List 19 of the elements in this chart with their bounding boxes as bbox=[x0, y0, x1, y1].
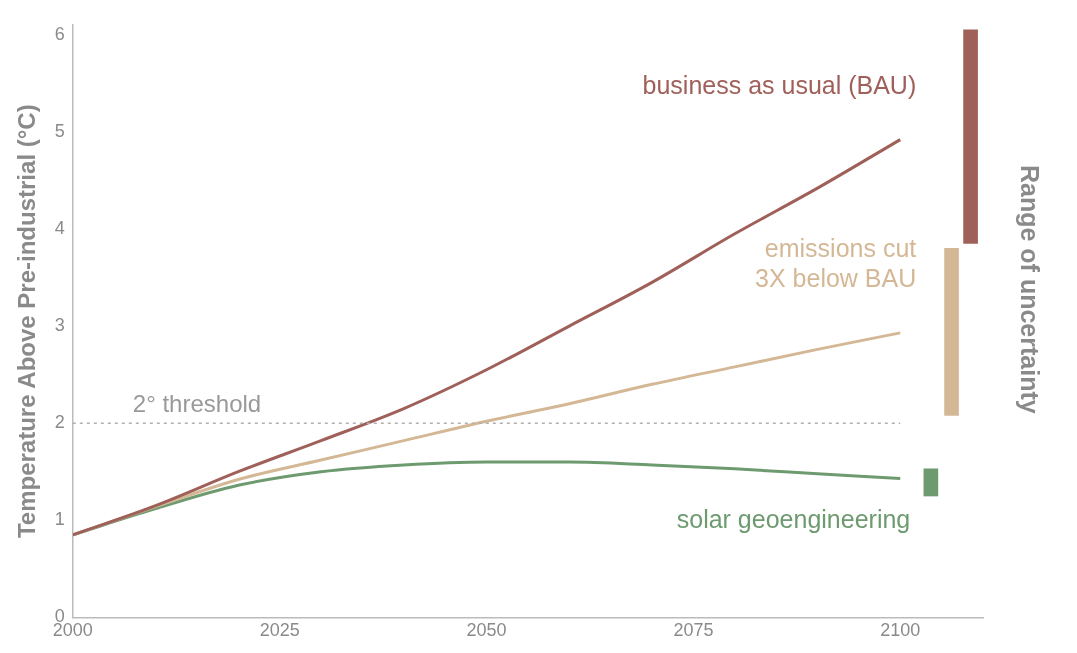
y-axis-title: Temperature Above Pre-industrial (°C) bbox=[13, 104, 41, 539]
ref-line-label: 2° threshold bbox=[132, 389, 262, 417]
y-tick-label: 1 bbox=[54, 509, 65, 530]
bar bbox=[944, 248, 959, 416]
x-tick-label: 2050 bbox=[466, 620, 507, 641]
bar bbox=[963, 29, 978, 244]
x-tick-label: 2075 bbox=[673, 620, 714, 641]
y-tick-label: 6 bbox=[54, 23, 65, 44]
y-tick-label: 4 bbox=[54, 217, 65, 238]
y-tick-label: 5 bbox=[54, 120, 65, 141]
bar bbox=[923, 468, 939, 497]
x-tick-label: 2100 bbox=[880, 620, 921, 641]
x-tick-label: 2025 bbox=[259, 620, 300, 641]
text: Range of uncertainty bbox=[1016, 165, 1045, 414]
series-label: emissions cut 3X below BAU bbox=[755, 234, 917, 293]
series-label: business as usual (BAU) bbox=[642, 70, 917, 99]
y-tick-label: 2 bbox=[54, 412, 65, 433]
series-label: solar geoengineering bbox=[676, 504, 911, 533]
y-tick-label: 3 bbox=[54, 315, 65, 336]
